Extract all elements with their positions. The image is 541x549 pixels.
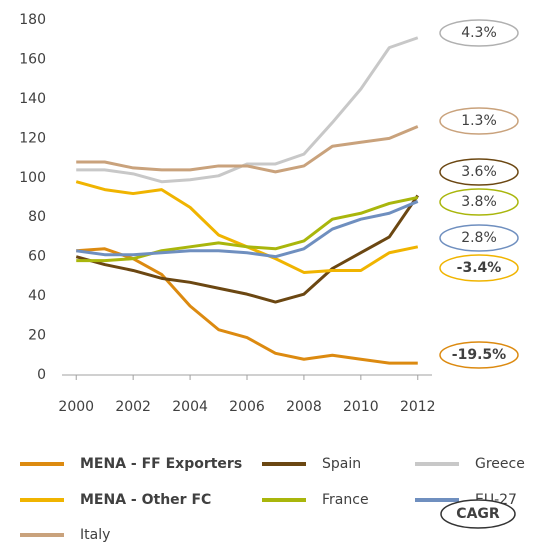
y-tick-label: 60: [28, 249, 46, 265]
x-tick-label: 2010: [343, 399, 379, 415]
series-line: [75, 194, 420, 304]
legend-note: CAGR: [456, 506, 500, 522]
annotation-text: -19.5%: [452, 347, 506, 363]
annotation-text: 4.3%: [461, 25, 497, 41]
legend-note-ellipse: [440, 499, 516, 529]
x-tick-label: 2012: [400, 399, 436, 415]
y-tick-label: 100: [19, 170, 46, 186]
y-tick-label: 20: [28, 328, 46, 344]
y-tick-label: 160: [19, 51, 46, 67]
y-tick-label: 180: [19, 12, 46, 28]
y-tick-label: 0: [37, 367, 46, 383]
annotation-text: -3.4%: [457, 260, 502, 276]
annotation-ellipse: [439, 19, 519, 47]
y-tick-label: 120: [19, 130, 46, 146]
x-tick-label: 2006: [229, 399, 265, 415]
y-tick-label: 40: [28, 288, 46, 304]
series-line: [76, 196, 419, 263]
series-line: [76, 125, 419, 174]
series-line: [76, 36, 419, 184]
annotation-ellipse: [439, 158, 519, 186]
legend-label: MENA - FF Exporters: [80, 456, 242, 472]
annotation-ellipse: [439, 254, 519, 282]
annotation-text: 3.8%: [461, 194, 497, 210]
legend-label: Greece: [475, 456, 525, 472]
annotation-text: 3.6%: [461, 164, 497, 180]
annotation-ellipse: [439, 188, 519, 216]
annotation-ellipse: [439, 107, 519, 135]
annotation-text: 1.3%: [461, 113, 497, 129]
y-tick-label: 140: [19, 91, 46, 107]
x-tick-label: 2008: [286, 399, 322, 415]
legend-label: Spain: [322, 456, 361, 472]
x-tick-label: 2000: [58, 399, 94, 415]
annotation-ellipse: [439, 224, 519, 252]
x-tick-label: 2004: [172, 399, 208, 415]
x-tick-label: 2002: [115, 399, 151, 415]
legend-label: MENA - Other FC: [80, 492, 211, 508]
legend-label: France: [322, 492, 369, 508]
legend-label: Italy: [80, 527, 110, 543]
annotation-ellipse: [439, 341, 519, 369]
y-tick-label: 80: [28, 209, 46, 225]
annotation-text: 2.8%: [461, 230, 497, 246]
series-line: [76, 200, 419, 259]
